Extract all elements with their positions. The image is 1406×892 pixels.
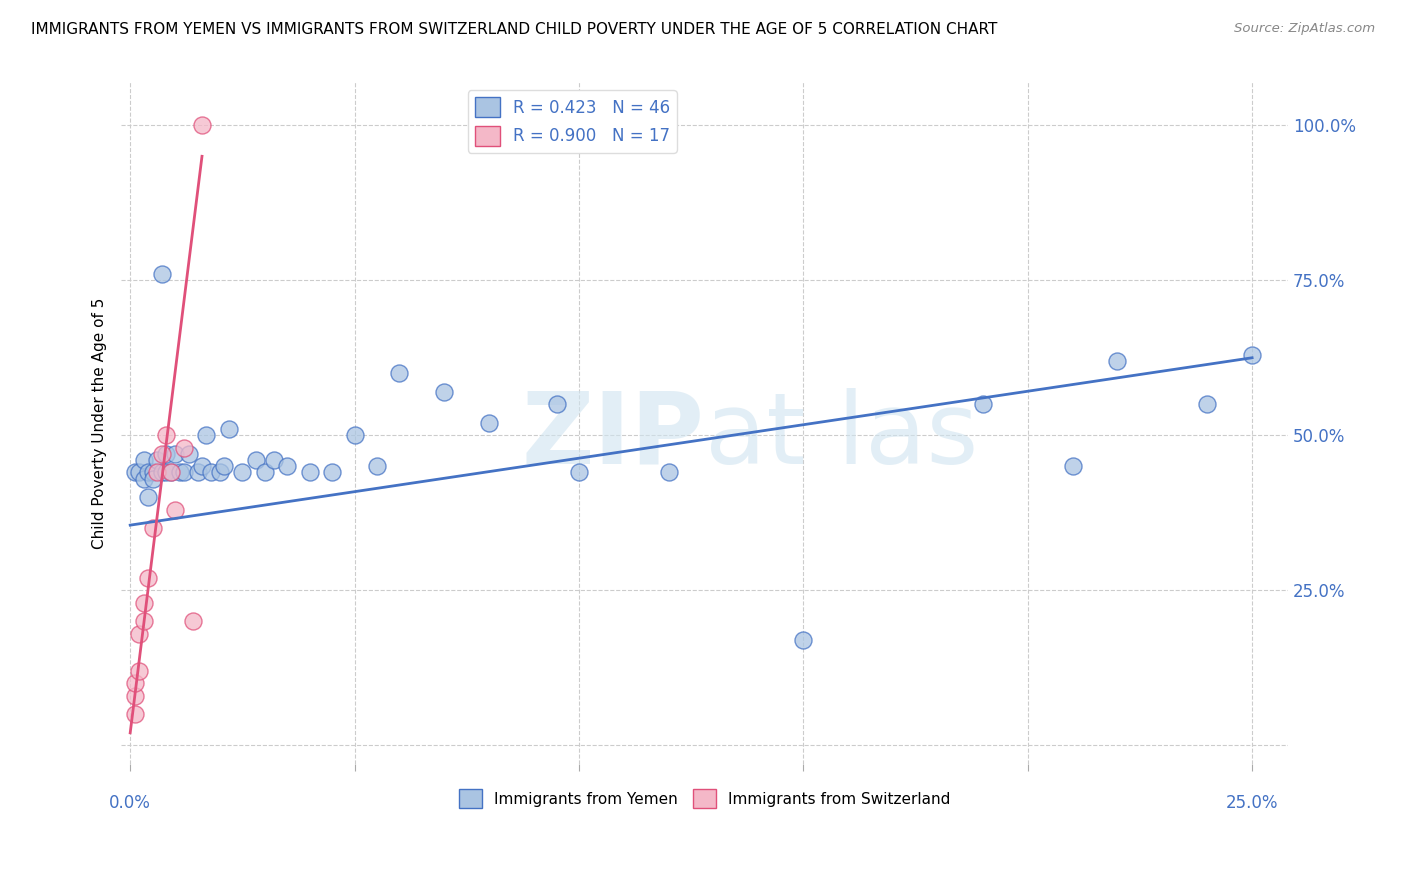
Point <box>792 632 814 647</box>
Text: at las: at las <box>704 388 979 485</box>
Point <box>343 428 366 442</box>
Point <box>142 466 165 480</box>
Point <box>136 571 159 585</box>
Text: 0.0%: 0.0% <box>110 795 150 813</box>
Point <box>200 466 222 480</box>
Point <box>321 466 343 480</box>
Point <box>231 466 253 480</box>
Point <box>1107 354 1129 368</box>
Point <box>136 490 159 504</box>
Text: 25.0%: 25.0% <box>1226 795 1278 813</box>
Point <box>173 466 195 480</box>
Point <box>159 466 181 480</box>
Point <box>388 366 411 380</box>
Point <box>150 267 173 281</box>
Point <box>124 676 146 690</box>
Point <box>218 422 240 436</box>
Point <box>177 447 200 461</box>
Legend: Immigrants from Yemen, Immigrants from Switzerland: Immigrants from Yemen, Immigrants from S… <box>453 783 956 814</box>
Point <box>142 521 165 535</box>
Point <box>146 453 169 467</box>
Point <box>132 472 155 486</box>
Point <box>366 459 388 474</box>
Point <box>146 466 169 480</box>
Point <box>245 453 267 467</box>
Point <box>195 428 218 442</box>
Point <box>150 447 173 461</box>
Point <box>214 459 236 474</box>
Point <box>263 453 285 467</box>
Point <box>128 466 150 480</box>
Point <box>568 466 591 480</box>
Point <box>132 596 155 610</box>
Point <box>124 707 146 722</box>
Point <box>124 466 146 480</box>
Point <box>276 459 298 474</box>
Point <box>546 397 568 411</box>
Point <box>136 466 159 480</box>
Text: IMMIGRANTS FROM YEMEN VS IMMIGRANTS FROM SWITZERLAND CHILD POVERTY UNDER THE AGE: IMMIGRANTS FROM YEMEN VS IMMIGRANTS FROM… <box>31 22 997 37</box>
Point <box>165 447 187 461</box>
Point <box>150 466 173 480</box>
Point <box>128 664 150 678</box>
Point <box>173 441 195 455</box>
Point <box>433 384 456 399</box>
Point <box>972 397 994 411</box>
Point <box>1062 459 1084 474</box>
Point <box>169 466 191 480</box>
Text: Source: ZipAtlas.com: Source: ZipAtlas.com <box>1234 22 1375 36</box>
Point <box>142 472 165 486</box>
Point <box>124 689 146 703</box>
Point <box>658 466 681 480</box>
Y-axis label: Child Poverty Under the Age of 5: Child Poverty Under the Age of 5 <box>93 297 107 549</box>
Point <box>132 453 155 467</box>
Point <box>191 118 214 132</box>
Point <box>191 459 214 474</box>
Point <box>1241 348 1264 362</box>
Point <box>186 466 208 480</box>
Point <box>298 466 321 480</box>
Point <box>1197 397 1219 411</box>
Point <box>132 614 155 628</box>
Point <box>181 614 204 628</box>
Point <box>478 416 501 430</box>
Point <box>159 466 181 480</box>
Point <box>253 466 276 480</box>
Point <box>165 502 187 516</box>
Point <box>155 466 177 480</box>
Point <box>208 466 231 480</box>
Point <box>128 626 150 640</box>
Point <box>155 428 177 442</box>
Text: ZIP: ZIP <box>522 388 704 485</box>
Point <box>155 447 177 461</box>
